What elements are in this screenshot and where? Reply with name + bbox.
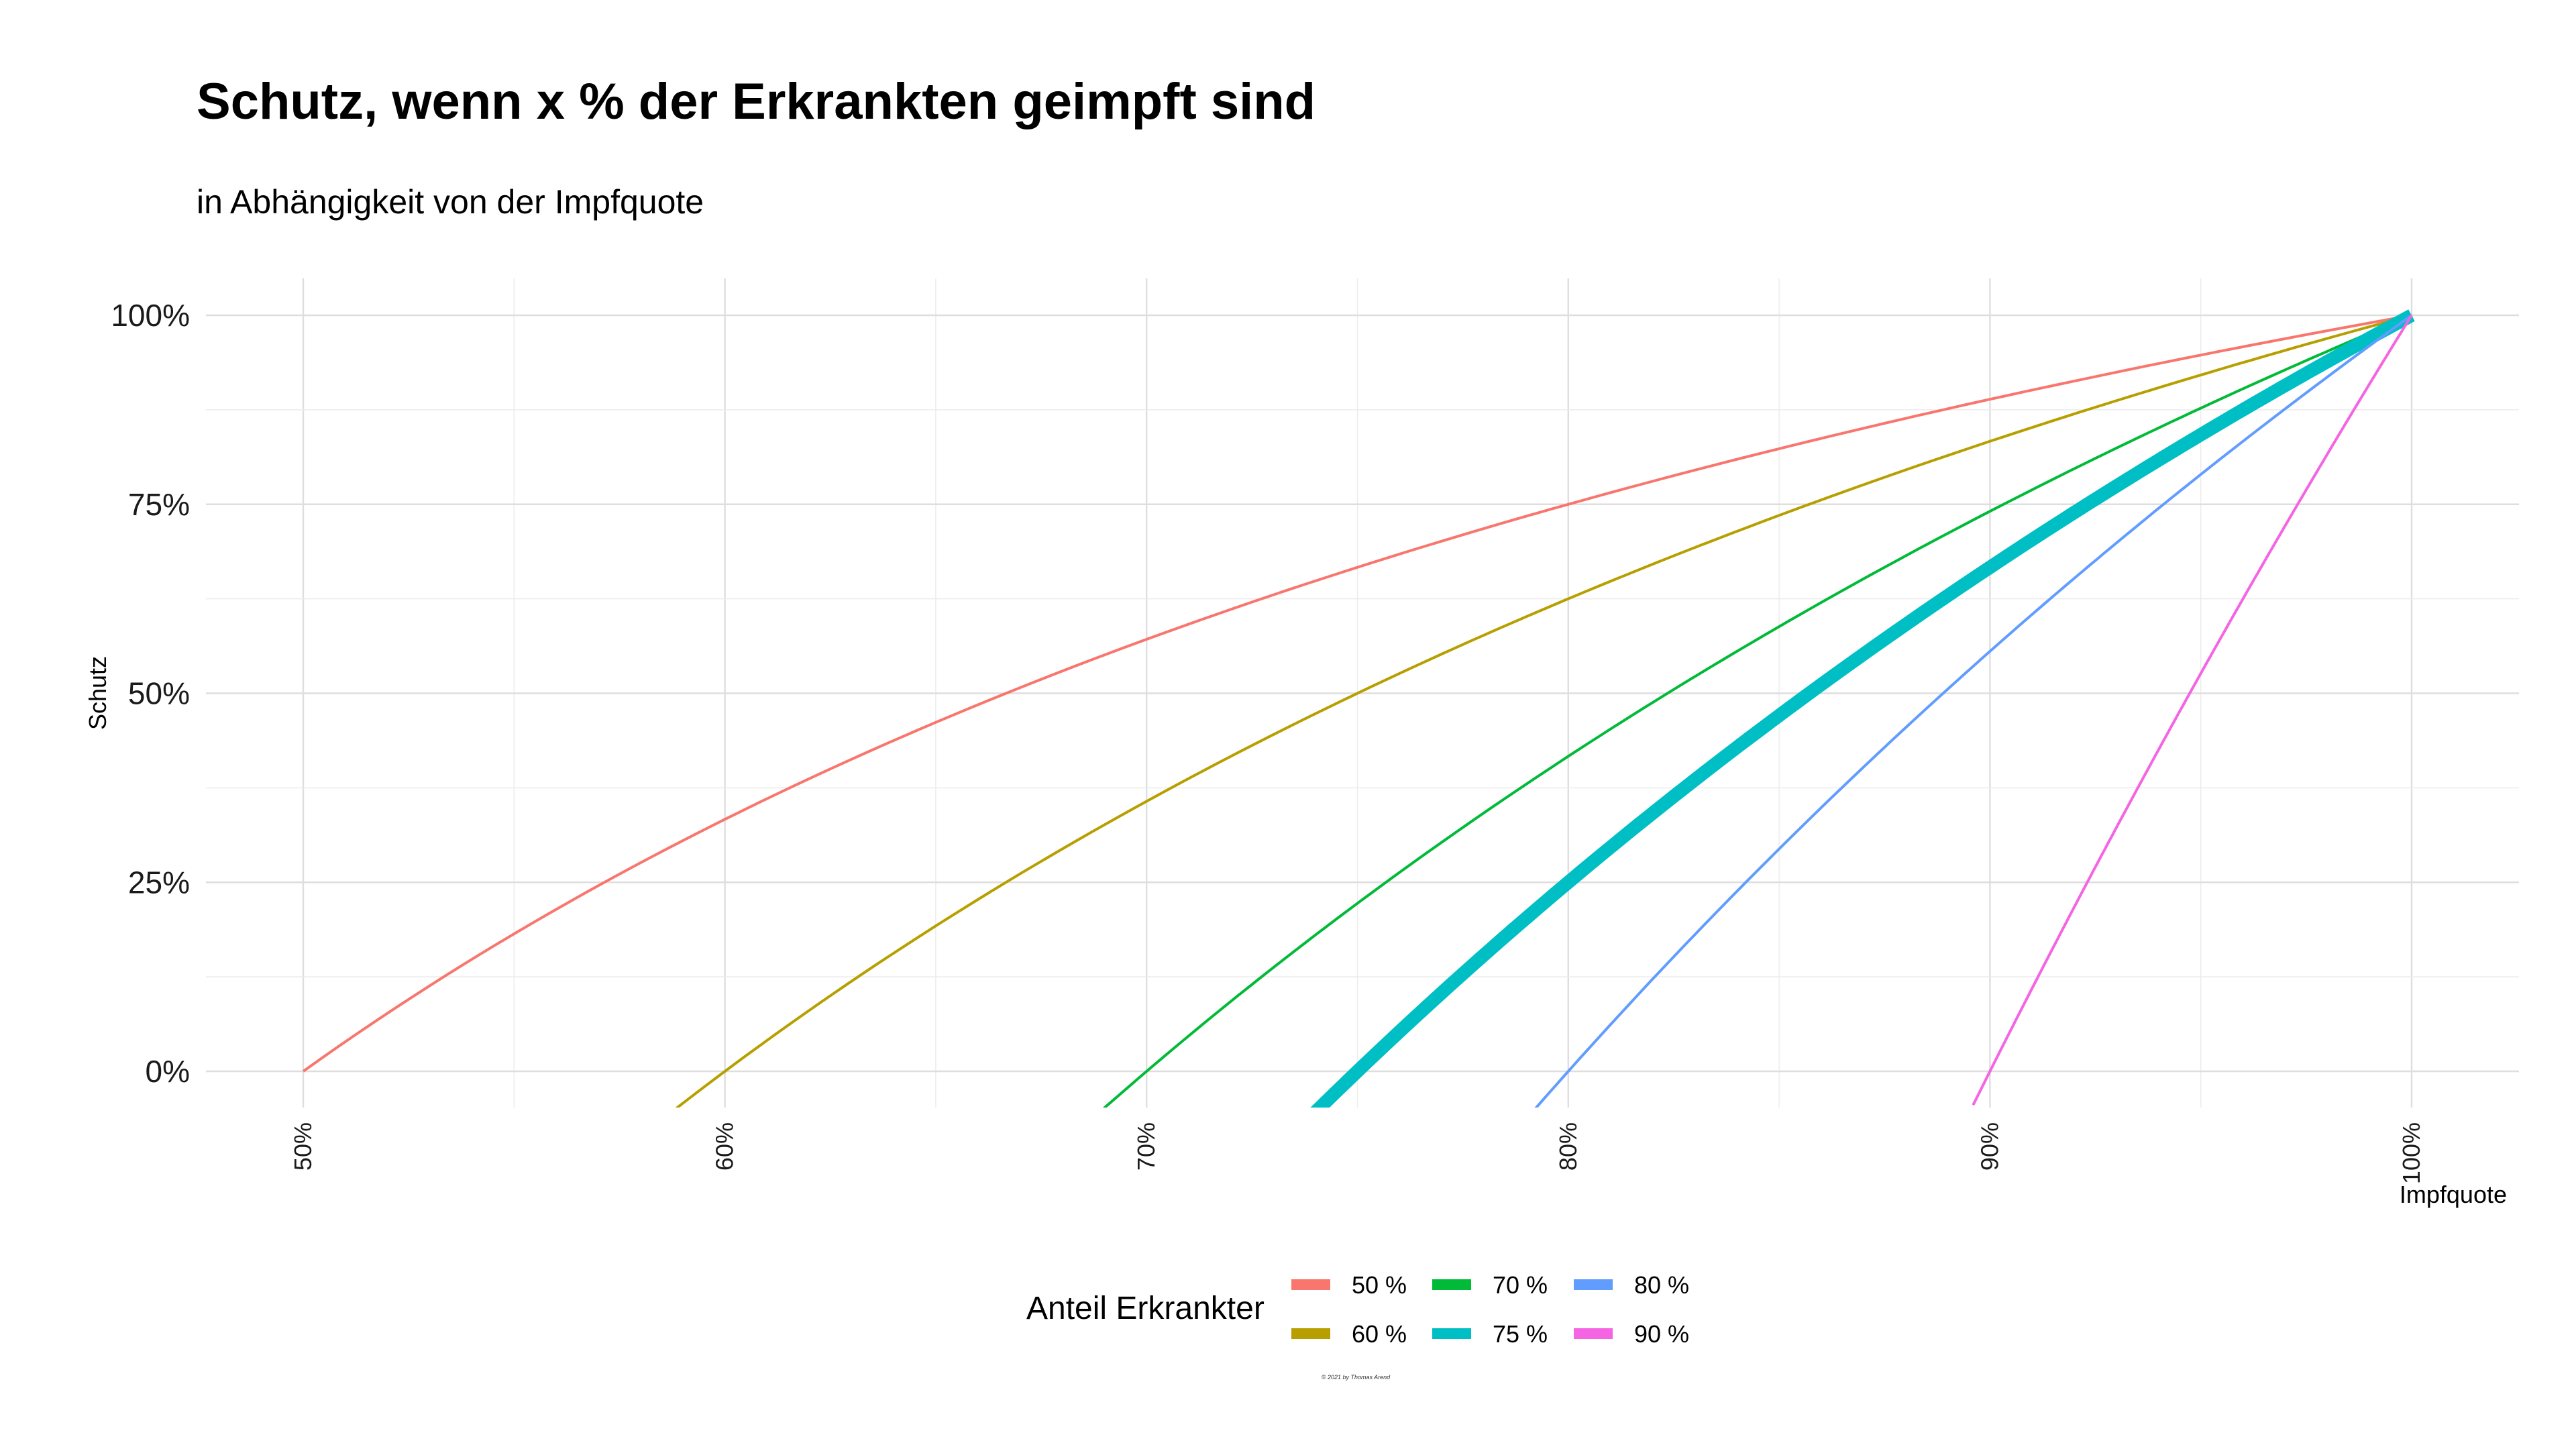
- legend-title: Anteil Erkrankter: [1026, 1291, 1265, 1326]
- x-tick-label: 60%: [711, 1122, 739, 1171]
- legend-label: 80 %: [1634, 1271, 1689, 1299]
- legend-key-90: [1574, 1328, 1613, 1339]
- x-tick-label: 100%: [2398, 1122, 2425, 1184]
- chart-subtitle: in Abhängigkeit von der Impfquote: [197, 183, 704, 221]
- legend-label: 60 %: [1352, 1320, 1407, 1348]
- series-line-70: [1102, 314, 2412, 1108]
- legend-label: 70 %: [1493, 1271, 1548, 1299]
- series-line-60: [675, 314, 2412, 1108]
- x-tick-label: 50%: [289, 1122, 317, 1171]
- legend: Anteil Erkrankter 50 % 60 % 70 % 75 % 80 % 90…: [1026, 1271, 1689, 1348]
- y-tick-label: 25%: [128, 865, 190, 900]
- y-axis-ticks: 0% 25% 50% 75% 100%: [111, 298, 190, 1089]
- legend-key-70: [1432, 1279, 1471, 1290]
- series-line-80: [1534, 314, 2413, 1108]
- x-tick-label: 80%: [1554, 1122, 1582, 1171]
- legend-key-60: [1291, 1328, 1330, 1339]
- series-line-50: [302, 314, 2412, 1073]
- legend-key-80: [1574, 1279, 1613, 1290]
- credit-note: © 2021 by Thomas Arend: [1322, 1374, 1391, 1381]
- x-tick-label: 90%: [1976, 1122, 2003, 1171]
- series-line-90: [1972, 314, 2413, 1106]
- legend-items: 50 % 60 % 70 % 75 % 80 % 90 %: [1291, 1271, 1689, 1348]
- series-line-75: [1310, 309, 2415, 1108]
- legend-label: 90 %: [1634, 1320, 1689, 1348]
- x-tick-label: 70%: [1132, 1122, 1160, 1171]
- y-axis-label: Schutz: [84, 656, 111, 730]
- x-axis-ticks: 50% 60% 70% 80% 90% 100%: [289, 1122, 2425, 1184]
- x-axis-label: Impfquote: [2400, 1181, 2507, 1208]
- chart-title: Schutz, wenn x % der Erkrankten geimpft …: [197, 73, 1316, 130]
- legend-key-75: [1432, 1328, 1471, 1339]
- y-tick-label: 75%: [128, 487, 190, 522]
- y-tick-label: 50%: [128, 676, 190, 711]
- y-tick-label: 0%: [146, 1054, 190, 1089]
- series-lines: [302, 309, 2415, 1108]
- legend-label: 50 %: [1352, 1271, 1407, 1299]
- grid-lines: [206, 278, 2519, 1108]
- legend-label: 75 %: [1493, 1320, 1548, 1348]
- y-tick-label: 100%: [111, 298, 190, 333]
- legend-key-50: [1291, 1279, 1330, 1290]
